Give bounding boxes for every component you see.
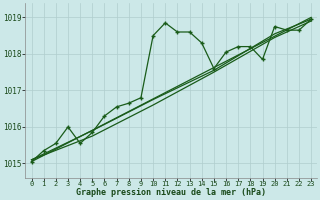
X-axis label: Graphe pression niveau de la mer (hPa): Graphe pression niveau de la mer (hPa) <box>76 188 266 197</box>
